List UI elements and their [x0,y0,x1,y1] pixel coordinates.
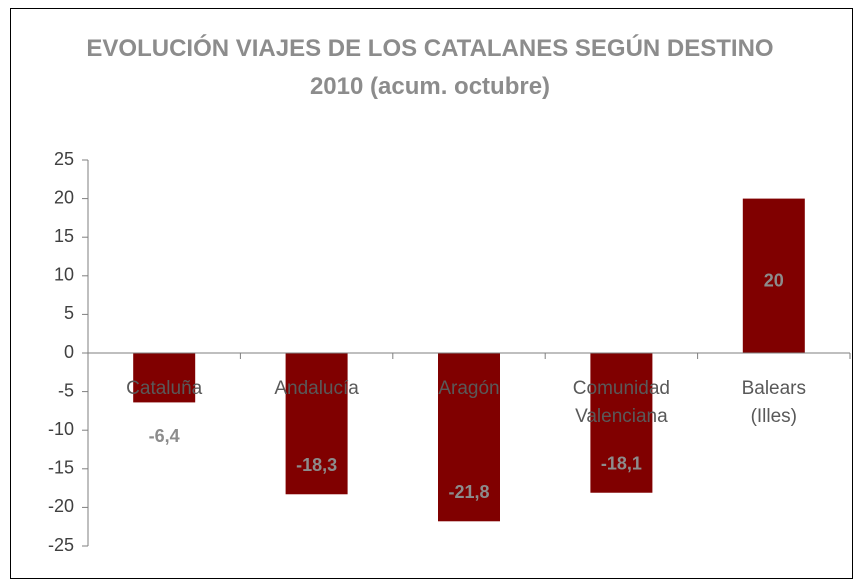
x-tick-label: Andalucía [274,378,359,399]
y-tick-label: 5 [64,303,74,323]
y-tick-label: -15 [48,458,74,478]
y-tick-label: 10 [54,265,74,285]
data-label: -18,3 [296,455,337,475]
y-tick-label: 15 [54,226,74,246]
x-tick-label: Cataluña [126,378,203,399]
y-tick-label: 0 [64,342,74,362]
x-tick-label: Balears (Illes) [741,378,806,427]
bar [438,353,500,522]
chart-frame [10,8,853,579]
bar [742,198,805,353]
y-tick-label: -25 [48,535,74,555]
x-tick-label: Aragón [438,378,500,399]
y-tick-label: 20 [54,187,74,207]
bar [133,353,196,403]
x-tick-label: Comunidad Valenciana [572,378,670,427]
y-tick-label: -20 [48,496,74,516]
y-tick-label: 25 [54,149,74,169]
data-label: -6,4 [149,426,180,446]
y-tick-label: -10 [48,419,74,439]
data-label: 20 [764,271,784,291]
data-label: -18,1 [601,453,642,473]
data-label: -21,8 [448,482,489,502]
bar [285,353,348,495]
bar [590,353,653,493]
chart-title: EVOLUCIÓN VIAJES DE LOS CATALANES SEGÚN … [86,35,774,100]
y-tick-label: -5 [58,380,74,400]
